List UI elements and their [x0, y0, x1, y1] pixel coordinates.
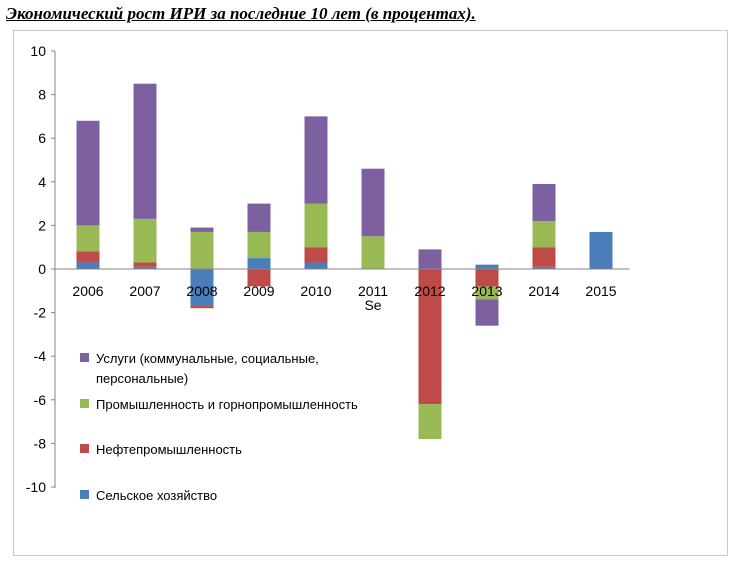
- legend-swatch-industry: [80, 399, 89, 408]
- bar-segment: [532, 266, 556, 269]
- x-tick-label: 2012: [414, 283, 445, 299]
- y-tick-label: -8: [34, 435, 47, 451]
- legend-label-services-1: Услуги (коммунальные, социальные,: [96, 351, 319, 366]
- x-tick-label: 2007: [129, 283, 160, 299]
- bar-segment: [190, 269, 214, 307]
- y-tick-label: -6: [34, 392, 47, 408]
- legend-label-oil: Нефтепромышленность: [96, 442, 242, 457]
- bar-segment: [247, 203, 271, 232]
- bar-segment: [475, 299, 499, 326]
- bar-segment: [589, 231, 613, 269]
- bar-segment: [133, 83, 157, 219]
- bar-segment: [76, 225, 100, 252]
- legend-label-industry: Промышленность и горнопромышленность: [96, 397, 358, 412]
- y-tick-label: -2: [34, 305, 47, 321]
- y-tick-label: 0: [38, 261, 46, 277]
- y-tick-label: 10: [30, 43, 46, 59]
- x-axis: 2006 2007 2008 2009 2010 2011 2012 2013 2014 2015…: [55, 268, 630, 313]
- bar-segment: [532, 247, 556, 267]
- legend-label-agriculture: Сельское хозяйство: [96, 488, 218, 503]
- y-tick-label: -10: [26, 479, 46, 495]
- chart-title: Экономический рост ИРИ за последние 10 л…: [6, 4, 476, 23]
- bar-segment: [247, 231, 271, 259]
- bar-segment: [304, 116, 328, 204]
- bar-segment: [418, 249, 442, 269]
- x-tick-label: 2006: [72, 283, 103, 299]
- bar-segment: [133, 262, 157, 267]
- bar-segment: [304, 203, 328, 248]
- x-tick-label: 2008: [186, 283, 217, 299]
- legend-swatch-services: [80, 353, 89, 362]
- bar-segment: [304, 262, 328, 269]
- y-tick-label: 8: [38, 87, 46, 103]
- y-tick-label: -4: [34, 348, 47, 364]
- chart-area: [13, 30, 728, 556]
- bar-segment: [532, 183, 556, 222]
- x-tick-label: 2014: [528, 283, 559, 299]
- bar-segment: [190, 227, 214, 232]
- x-tick-label: 2015: [585, 283, 616, 299]
- bar-segment: [532, 221, 556, 248]
- bar-segment: [133, 218, 157, 263]
- bar-segment: [304, 247, 328, 263]
- bar-segment: [76, 251, 100, 263]
- x-tick-label: 2010: [300, 283, 331, 299]
- x-tick-note: Se: [364, 297, 381, 313]
- bar-segment: [475, 269, 499, 287]
- y-tick-label: 2: [38, 217, 46, 233]
- y-tick-label: 6: [38, 130, 46, 146]
- bar-segment: [475, 264, 499, 269]
- bar-segment: [361, 236, 385, 269]
- y-axis: -10 -8 -6 -4 -2 0 2 4 6 8 10: [26, 43, 56, 495]
- bars-layer: [76, 83, 613, 440]
- x-tick-label: 2011: [358, 283, 388, 299]
- bar-segment: [133, 266, 157, 269]
- bar-segment: [76, 262, 100, 269]
- x-tick-label: 2009: [243, 283, 274, 299]
- bar-segment: [190, 231, 214, 269]
- legend-swatch-agriculture: [80, 490, 89, 499]
- legend-swatch-oil: [80, 444, 89, 453]
- x-tick-label: 2013: [471, 283, 502, 299]
- bar-segment: [247, 269, 271, 287]
- bar-segment: [76, 120, 100, 226]
- bar-segment: [475, 286, 499, 300]
- bar-segment: [418, 269, 442, 405]
- y-tick-label: 4: [38, 174, 46, 190]
- bar-segment: [418, 404, 442, 440]
- bar-segment: [190, 306, 214, 309]
- legend-label-services-2: персональные): [96, 371, 189, 386]
- bar-segment: [361, 168, 385, 237]
- bar-segment: [247, 258, 271, 269]
